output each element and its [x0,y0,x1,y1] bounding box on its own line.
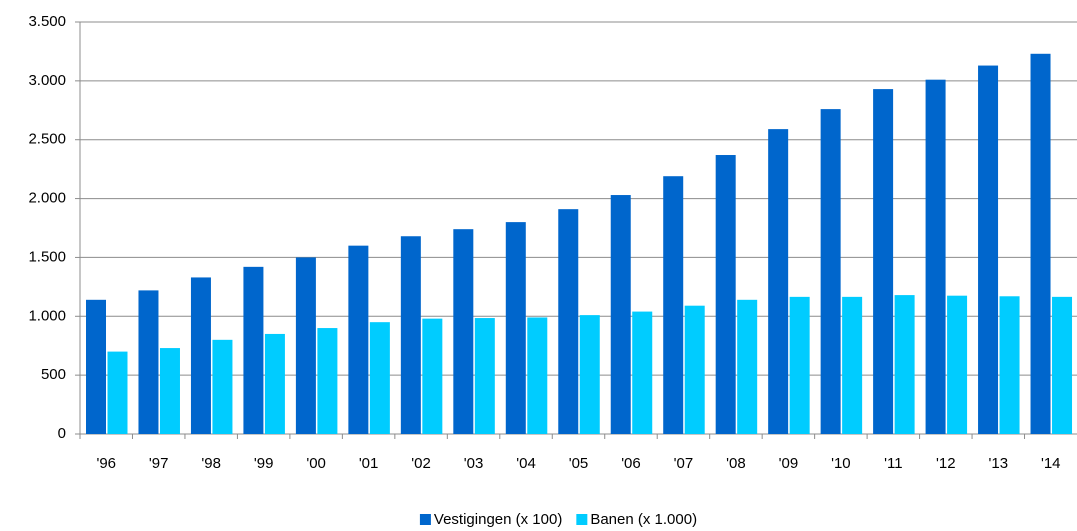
bar [159,348,180,434]
bar [86,299,106,434]
bar [820,109,841,434]
bar [317,328,338,434]
legend-swatch [419,514,431,525]
x-tick-label: '06 [621,455,641,472]
y-tick-label: 2.000 [28,190,66,207]
bar [348,245,369,434]
bar [999,296,1020,434]
x-tick-label: '03 [464,455,484,472]
bar [505,222,526,434]
bar [873,89,894,435]
x-tick-label: '02 [411,455,431,472]
bar [527,317,548,434]
bar [264,333,285,434]
bar [295,257,316,434]
legend-label: Banen (x 1.000) [590,511,697,528]
x-tick-label: '10 [831,455,851,472]
x-tick-label: '08 [726,455,746,472]
bar [768,129,789,434]
x-tick-label: '04 [516,455,536,472]
bar [1052,296,1073,434]
y-tick-label: 1.500 [28,248,66,265]
x-tick-label: '00 [306,455,326,472]
bar [610,195,631,434]
x-tick-label: '01 [359,455,379,472]
legend-label: Vestigingen (x 100) [434,511,562,528]
x-tick-label: '12 [936,455,956,472]
bar [1030,53,1051,434]
bar [138,290,159,434]
bar [978,65,999,434]
x-tick-label: '09 [779,455,799,472]
bar [925,79,946,435]
x-tick-label: '11 [884,455,902,472]
x-tick-label: '14 [1041,455,1061,472]
bar [107,351,128,434]
y-tick-label: 3.000 [28,72,66,89]
y-tick-label: 3.500 [28,13,66,30]
bar [422,318,443,434]
bar [894,295,915,434]
x-tick-label: '96 [96,455,116,472]
bar [632,311,653,434]
x-tick-label: '97 [149,455,169,472]
bar [715,155,736,434]
x-tick-label: '07 [674,455,694,472]
bar [663,176,684,434]
x-tick-label: '99 [254,455,274,472]
x-tick-label: '05 [569,455,589,472]
bar [400,236,421,434]
bar [789,296,810,434]
bar [243,266,264,434]
bar [842,296,863,434]
bar [453,229,474,434]
bar [684,305,705,434]
bar [474,318,495,434]
x-tick-label: '13 [989,455,1009,472]
legend-swatch [576,514,588,525]
bar [369,322,390,434]
bar [558,209,579,434]
bar [212,339,233,434]
x-tick-label: '98 [201,455,221,472]
y-tick-label: 2.500 [28,131,66,148]
bar [737,299,758,434]
bar [947,295,968,434]
bar [190,277,211,434]
bar [579,315,600,434]
y-tick-label: 1.000 [28,307,66,324]
y-tick-label: 0 [58,425,66,442]
y-tick-label: 500 [41,366,66,383]
